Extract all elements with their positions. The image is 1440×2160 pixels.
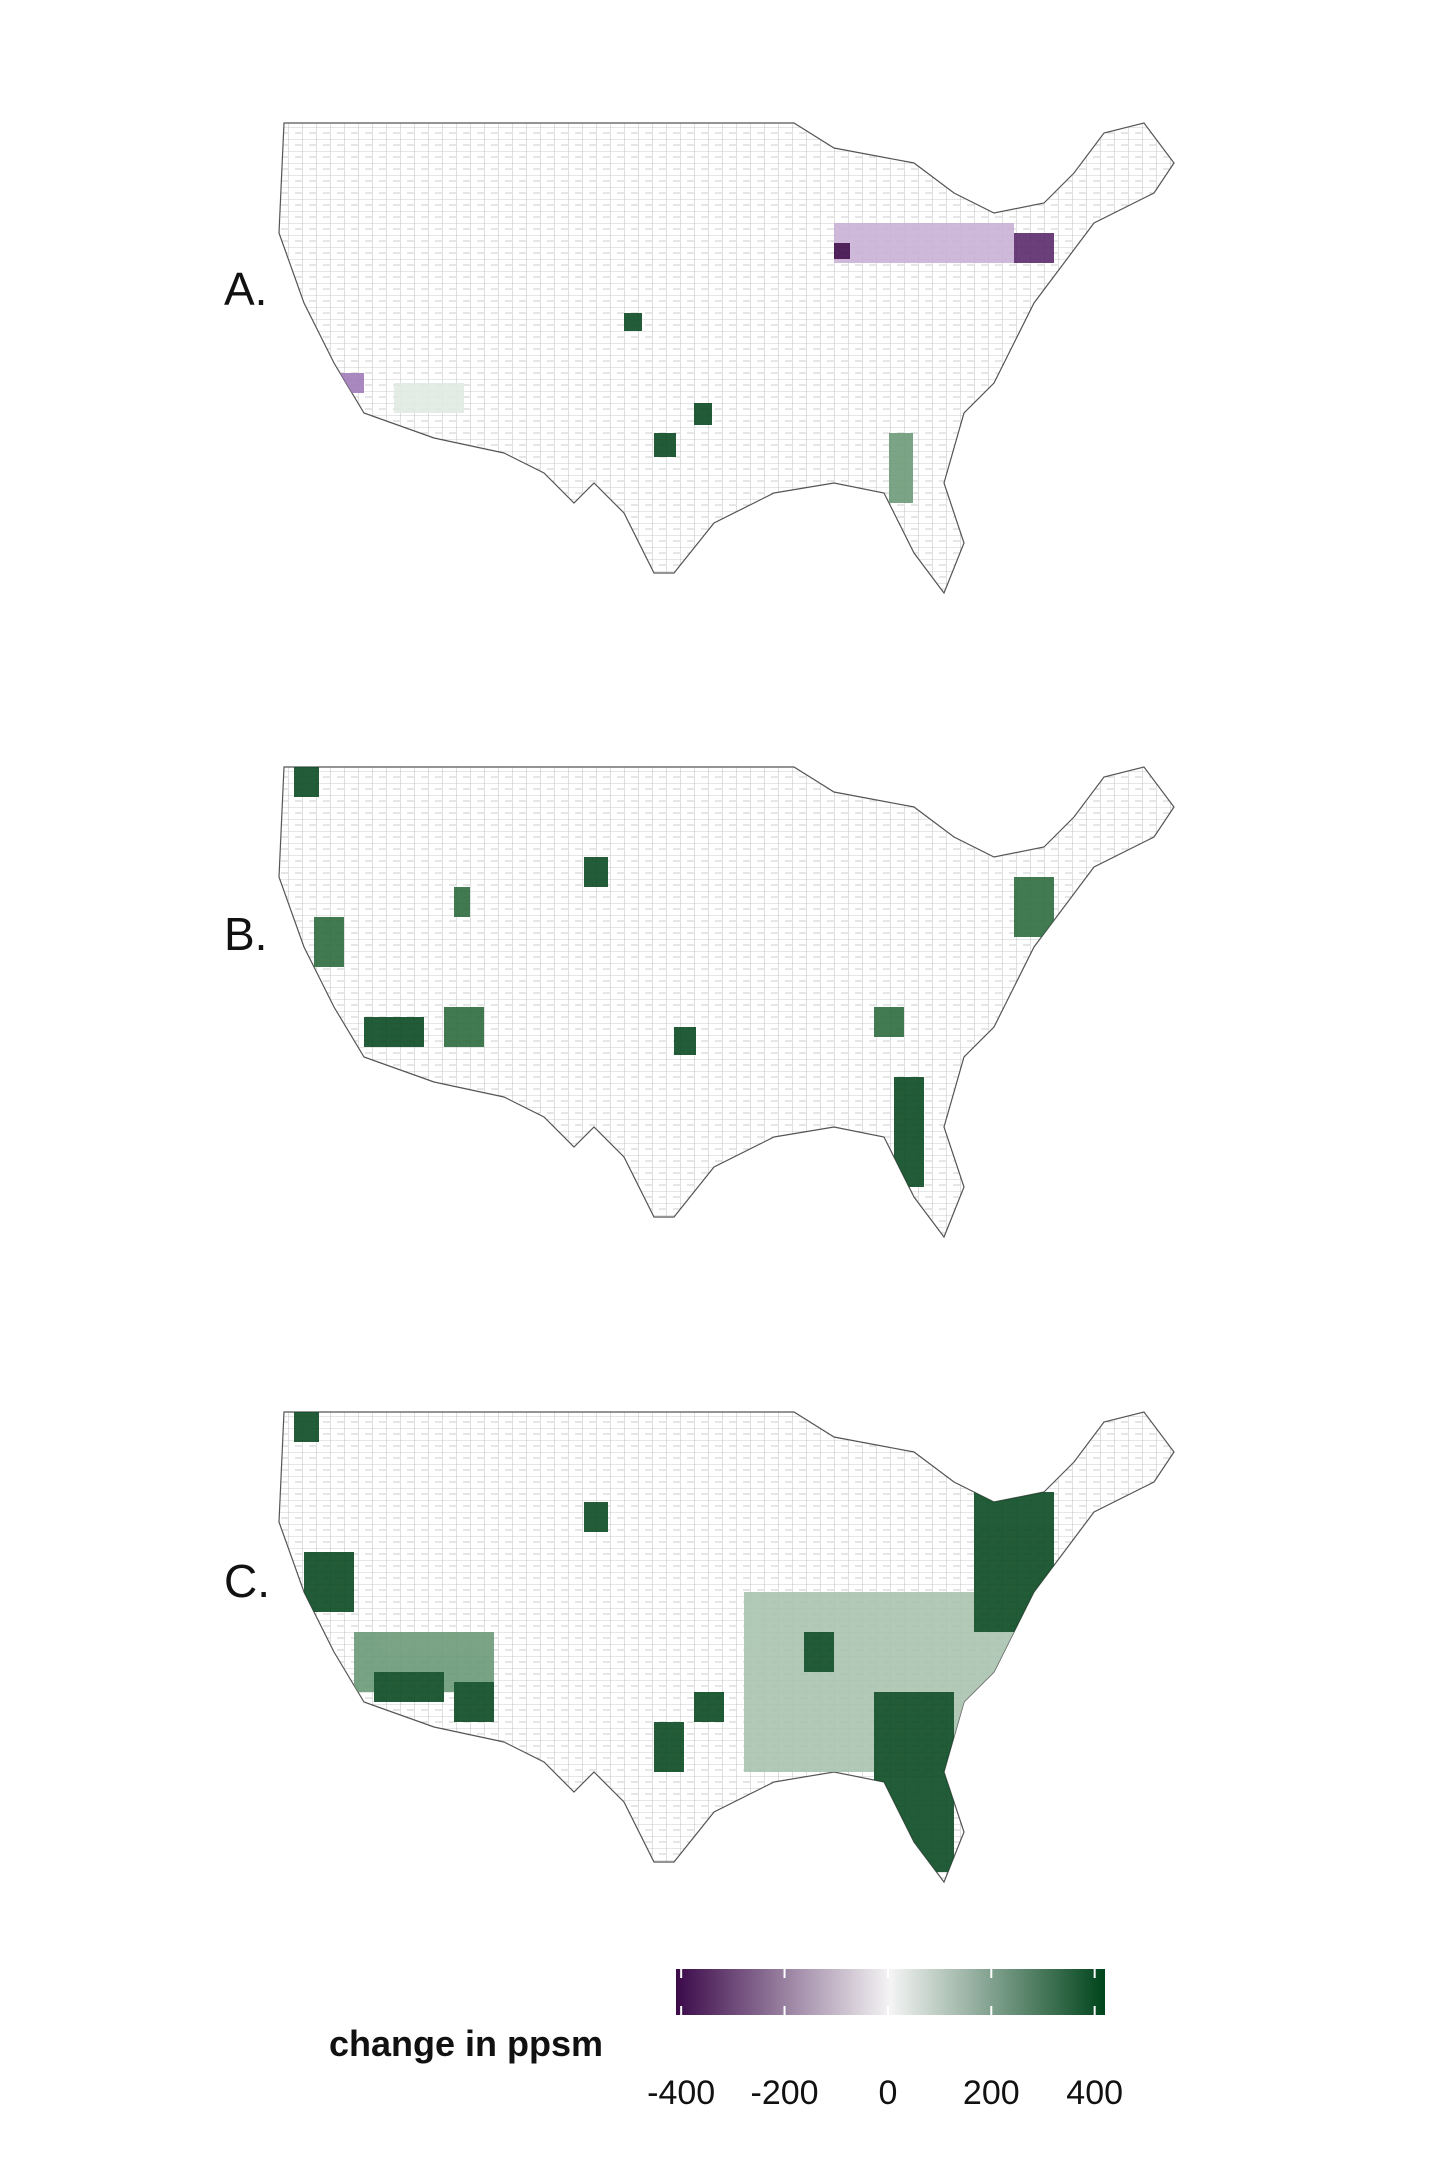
map-a	[278, 122, 1175, 594]
tick-label: -200	[751, 2074, 819, 2112]
tick-label: -400	[647, 2074, 715, 2112]
panel-label: A.	[224, 263, 267, 315]
map-c	[278, 1411, 1175, 1883]
colorbar-gradient	[676, 1969, 1105, 2015]
legend-title: change in ppsm	[329, 2023, 603, 2064]
tick-label: 0	[878, 2074, 897, 2112]
map-b	[278, 766, 1175, 1238]
panel-label: C.	[224, 1555, 270, 1607]
panel-label: B.	[224, 908, 267, 960]
tick-label: 200	[963, 2074, 1020, 2112]
colorbar: -400 -200 0 200 400	[647, 1969, 1123, 2112]
tick-label: 400	[1066, 2074, 1123, 2112]
